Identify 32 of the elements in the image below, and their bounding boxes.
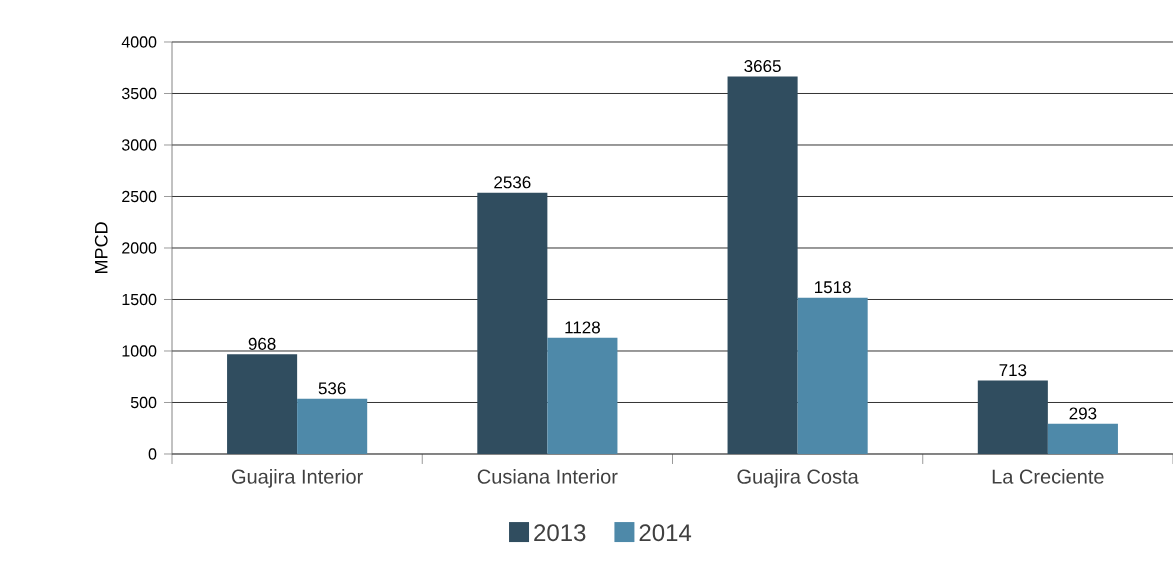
data-label: 3665 xyxy=(744,60,781,73)
data-label: 1518 xyxy=(815,281,851,294)
y-tick-label: 1500 xyxy=(122,293,157,306)
data-label: 293 xyxy=(1069,407,1097,420)
legend-label: 2014 xyxy=(639,524,692,542)
y-tick-label: 0 xyxy=(148,448,157,460)
bar xyxy=(297,398,368,454)
data-label: 968 xyxy=(248,337,276,350)
y-tick-label: 1000 xyxy=(122,345,157,357)
y-tick-label: 2500 xyxy=(122,190,157,203)
x-tick-label: La Creciente xyxy=(992,469,1104,484)
bar xyxy=(477,192,548,454)
bar xyxy=(797,297,868,454)
y-tick-label: 3500 xyxy=(121,87,157,100)
bar xyxy=(977,380,1048,454)
bar xyxy=(227,354,298,454)
data-label: 1128 xyxy=(565,321,600,334)
y-tick-label: 2000 xyxy=(122,242,157,254)
y-tick-label: 4000 xyxy=(121,36,157,48)
x-tick-label: Guajira Interior xyxy=(232,469,363,488)
x-tick-label: Cusiana Interior xyxy=(477,469,618,484)
y-tick-label: 500 xyxy=(130,396,157,409)
y-tick-label: 3000 xyxy=(121,139,157,151)
bar xyxy=(727,76,798,454)
data-label: 713 xyxy=(999,364,1027,377)
bar xyxy=(1047,423,1118,454)
legend-label: 2013 xyxy=(534,524,586,542)
data-label: 536 xyxy=(318,382,346,395)
data-label: 2536 xyxy=(494,176,531,189)
bar xyxy=(547,337,618,454)
x-tick-label: Guajira Costa xyxy=(737,469,859,488)
y-axis-title: MPCD xyxy=(94,222,108,274)
